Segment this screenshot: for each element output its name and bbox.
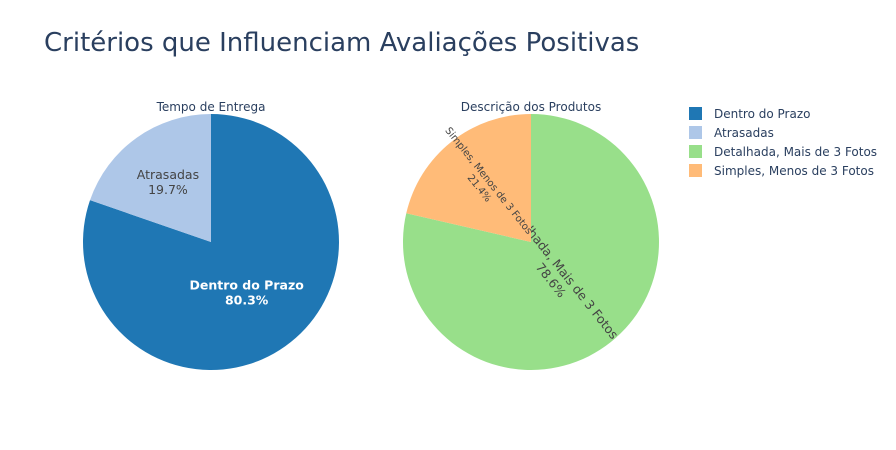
legend: Dentro do Prazo Atrasadas Detalhada, Mais … <box>689 107 877 178</box>
pie-title-delivery: Tempo de Entrega <box>156 100 266 114</box>
pie-slice-atrasadas <box>90 114 211 242</box>
legend-item-atrasadas[interactable]: Atrasadas <box>689 126 774 140</box>
pie-slice-detalhada-mais-de-3-fotos <box>402 114 659 370</box>
slice-label-percent: 80.3% <box>225 293 269 308</box>
chart-title: Critérios que Influenciam Avaliações Pos… <box>44 28 639 58</box>
legend-item-detalhada-mais-de-3-fotos[interactable]: Detalhada, Mais de 3 Fotos <box>689 145 877 159</box>
slice-label-name: Atrasadas <box>137 167 199 182</box>
pie-slice-dentro-do-prazo <box>82 114 339 370</box>
legend-swatch <box>689 145 702 158</box>
legend-label: Simples, Menos de 3 Fotos <box>714 164 874 178</box>
legend-item-simples-menos-de-3-fotos[interactable]: Simples, Menos de 3 Fotos <box>689 164 874 178</box>
slice-label-percent: 19.7% <box>148 182 188 197</box>
legend-label: Atrasadas <box>714 126 774 140</box>
legend-swatch <box>689 126 702 139</box>
legend-label: Detalhada, Mais de 3 Fotos <box>714 145 877 159</box>
legend-label: Dentro do Prazo <box>714 107 811 121</box>
legend-swatch <box>689 107 702 120</box>
pie-title-description: Descrição dos Produtos <box>461 100 601 114</box>
pie-layer: Dentro do Prazo80.3%Atrasadas19.7%Detalh… <box>82 113 659 370</box>
pie-slice-simples-menos-de-3-fotos <box>406 113 531 242</box>
legend-item-dentro-do-prazo[interactable]: Dentro do Prazo <box>689 107 811 121</box>
slice-label-name: Dentro do Prazo <box>189 278 304 293</box>
legend-swatch <box>689 164 702 177</box>
